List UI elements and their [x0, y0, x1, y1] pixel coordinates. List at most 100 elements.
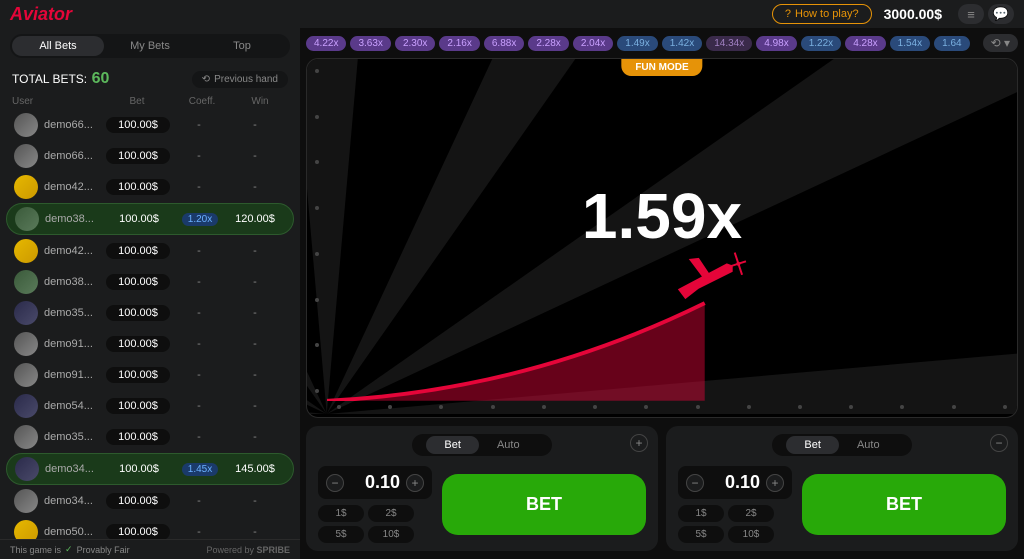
history-pill[interactable]: 14.34x — [706, 36, 752, 51]
history-pill[interactable]: 2.28x — [528, 36, 568, 51]
history-pill[interactable]: 1.22x — [801, 36, 841, 51]
fun-mode-badge: FUN MODE — [621, 59, 702, 76]
chat-icon[interactable]: 💬 — [988, 4, 1014, 24]
history-pill[interactable]: 1.64 — [934, 36, 969, 51]
avatar — [14, 113, 38, 137]
sidebar-tab[interactable]: My Bets — [104, 36, 196, 56]
bet-amount: 100.00$ — [106, 398, 170, 414]
amount-box: − 0.10 + — [678, 466, 792, 499]
axis-dot — [315, 343, 319, 347]
quick-amount[interactable]: 2$ — [728, 505, 774, 522]
history-pill[interactable]: 1.54x — [890, 36, 930, 51]
bet-panels: + BetAuto − 0.10 + 1$2$5$10$ BET − BetAu… — [306, 418, 1018, 559]
axis-dot — [315, 115, 319, 119]
bet-panel: + BetAuto − 0.10 + 1$2$5$10$ BET — [306, 426, 658, 551]
remove-panel-icon[interactable]: − — [990, 434, 1008, 452]
username: demo38... — [45, 213, 103, 225]
increase-button[interactable]: + — [766, 474, 784, 492]
username: demo91... — [44, 338, 102, 350]
bet-button[interactable]: BET — [442, 474, 646, 535]
panel-tab[interactable]: Auto — [479, 436, 538, 454]
bet-amount: 100.00$ — [106, 493, 170, 509]
how-to-play-button[interactable]: ? How to play? — [772, 4, 872, 24]
axis-dot — [542, 405, 546, 409]
total-bets-label: TOTAL BETS: 60 — [12, 70, 109, 88]
history-pill[interactable]: 2.30x — [395, 36, 435, 51]
quick-amount[interactable]: 1$ — [678, 505, 724, 522]
quick-amount[interactable]: 5$ — [318, 526, 364, 543]
username: demo34... — [45, 463, 103, 475]
decrease-button[interactable]: − — [326, 474, 344, 492]
history-pill[interactable]: 2.16x — [439, 36, 479, 51]
username: demo35... — [44, 431, 102, 443]
content: 4.22x 3.63x 2.30x 2.16x 6.88x 2.28x 2.04x 1.49x… — [300, 28, 1024, 559]
history-pill[interactable]: 2.04x — [573, 36, 613, 51]
quick-amount[interactable]: 10$ — [728, 526, 774, 543]
coefficient: - — [174, 400, 224, 412]
win-amount: - — [224, 431, 286, 443]
coefficient: - — [174, 276, 224, 288]
panel-tab[interactable]: Bet — [426, 436, 479, 454]
quick-amount[interactable]: 10$ — [368, 526, 414, 543]
panel-tab[interactable]: Auto — [839, 436, 898, 454]
sidebar-tab[interactable]: All Bets — [12, 36, 104, 56]
y-axis-dots — [315, 69, 319, 393]
th-user: User — [12, 96, 102, 107]
quick-amount[interactable]: 5$ — [678, 526, 724, 543]
provably-fair[interactable]: This game is ✓ Provably Fair — [10, 544, 130, 555]
powered-by: Powered by SPRIBE — [206, 545, 290, 555]
decrease-button[interactable]: − — [686, 474, 704, 492]
bet-button[interactable]: BET — [802, 474, 1006, 535]
quick-amounts: 1$2$5$10$ — [678, 505, 778, 543]
footer-text: This game is — [10, 545, 61, 555]
axis-dot — [696, 405, 700, 409]
coefficient: - — [174, 307, 224, 319]
quick-amount[interactable]: 2$ — [368, 505, 414, 522]
bet-amount: 100.00$ — [106, 243, 170, 259]
header: Aviator ? How to play? 3000.00$ ≡ 💬 — [0, 0, 1024, 28]
balance-amount: 3000.00 — [884, 6, 935, 22]
avatar — [14, 425, 38, 449]
coefficient: - — [174, 245, 224, 257]
total-count: 60 — [92, 70, 110, 87]
avatar — [14, 270, 38, 294]
prev-hand-label: Previous hand — [214, 74, 278, 85]
win-amount: - — [224, 369, 286, 381]
bet-amount: 100.00$ — [106, 524, 170, 539]
bet-amount-input[interactable]: 0.10 — [710, 472, 760, 493]
history-pill[interactable]: 4.98x — [756, 36, 796, 51]
win-amount: - — [224, 181, 286, 193]
main: All BetsMy BetsTop TOTAL BETS: 60 ⟲ Prev… — [0, 28, 1024, 559]
increase-button[interactable]: + — [406, 474, 424, 492]
win-amount: 120.00$ — [225, 213, 285, 225]
avatar — [14, 363, 38, 387]
username: demo54... — [44, 400, 102, 412]
bet-amount-input[interactable]: 0.10 — [350, 472, 400, 493]
panel-tab[interactable]: Bet — [786, 436, 839, 454]
amount-column: − 0.10 + 1$2$5$10$ — [318, 466, 432, 543]
quick-amount[interactable]: 1$ — [318, 505, 364, 522]
history-pill[interactable]: 3.63x — [350, 36, 390, 51]
bet-panel: − BetAuto − 0.10 + 1$2$5$10$ BET — [666, 426, 1018, 551]
coefficient: 1.45x — [175, 463, 225, 475]
menu-icon[interactable]: ≡ — [958, 4, 984, 24]
bet-amount: 100.00$ — [107, 461, 171, 477]
amount-column: − 0.10 + 1$2$5$10$ — [678, 466, 792, 543]
previous-hand-button[interactable]: ⟲ Previous hand — [192, 71, 288, 88]
history-pill[interactable]: 1.49x — [617, 36, 657, 51]
panel-body: − 0.10 + 1$2$5$10$ BET — [318, 466, 646, 543]
coefficient: - — [174, 431, 224, 443]
history-pill[interactable]: 4.28x — [845, 36, 885, 51]
win-amount: - — [224, 526, 286, 538]
history-pill[interactable]: 4.22x — [306, 36, 346, 51]
sidebar-tab[interactable]: Top — [196, 36, 288, 56]
add-panel-icon[interactable]: + — [630, 434, 648, 452]
history-more-icon[interactable]: ⟲ ▾ — [983, 34, 1018, 52]
history-pill[interactable]: 1.42x — [662, 36, 702, 51]
bet-amount: 100.00$ — [106, 429, 170, 445]
bet-amount: 100.00$ — [107, 211, 171, 227]
sidebar-tabs: All BetsMy BetsTop — [10, 34, 290, 58]
history-pill[interactable]: 6.88x — [484, 36, 524, 51]
avatar — [14, 520, 38, 539]
avatar — [15, 207, 39, 231]
